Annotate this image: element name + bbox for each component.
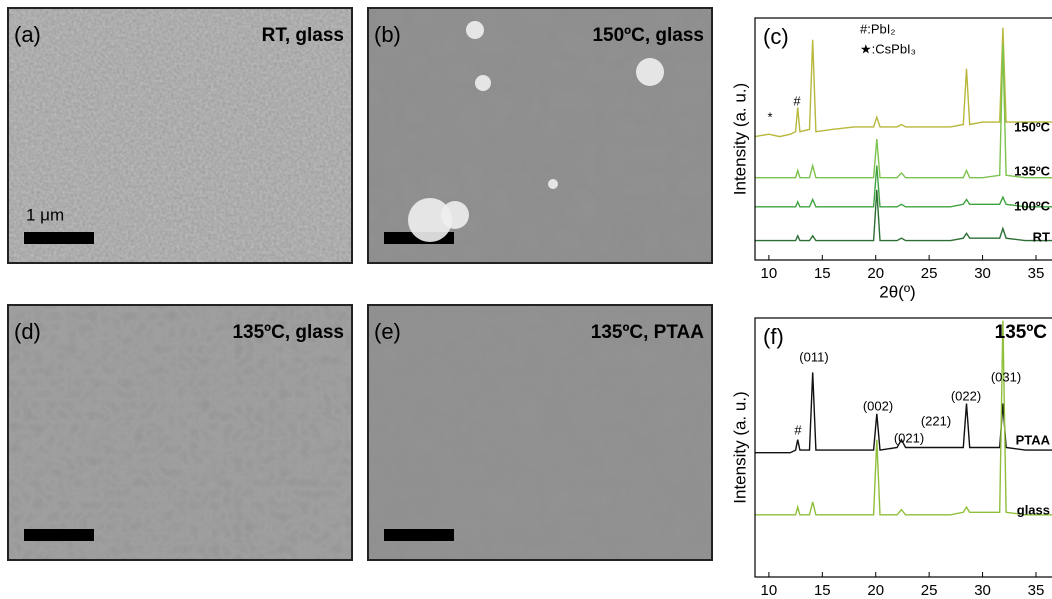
series-label: RT [1033,229,1050,244]
scale-label: 1 μm [26,205,64,224]
x-tick-label: 30 [974,582,991,599]
series-label: 135ºC [1014,163,1050,178]
annotation: #:PbI₂ [860,21,895,36]
x-tick-label: 35 [1028,265,1045,282]
xrd-pattern [755,190,1052,241]
annotation: (011) [799,349,828,364]
x-tick-label: 30 [974,265,991,282]
panel-caption: 135ºC, PTAA [591,322,705,343]
annotation: (021) [894,430,924,445]
particle [475,75,491,91]
x-axis-label: 2θ(º) [879,282,915,301]
y-axis-label: Intensity (a. u.) [730,83,749,195]
x-tick-label: 10 [761,265,778,282]
panel-label: (a) [14,22,41,47]
x-tick-label: 20 [867,582,884,599]
series-label: 150ºC [1014,119,1050,134]
panel-label: (c) [763,24,789,49]
x-tick-label: 20 [867,265,884,282]
panel-caption: RT, glass [262,25,344,46]
annotation: (002) [863,398,893,413]
sem-images: (a) RT, glass 1 μm (b) 150ºC, glass (d) 135ºC,… [8,8,712,560]
sem-texture [8,8,352,263]
x-tick-label: 15 [814,265,831,282]
x-tick-label: 15 [814,582,831,599]
xrd-charts: 10 15 20 25 30 35 2θ(º) Intensity (a. u.) 150ºC 1… [730,18,1052,599]
panel-label: (b) [374,22,401,47]
scale-bar [24,529,94,541]
panel-label: (d) [14,319,41,344]
scale-bar [24,232,94,244]
xrd-pattern [755,166,1052,207]
x-tick-label: 35 [1028,582,1045,599]
particle [636,58,664,86]
series-label: glass [1017,502,1050,517]
x-tick-label: 25 [921,582,938,599]
scale-bar [384,529,454,541]
annotation: 135ºC [995,322,1048,343]
y-axis-label: Intensity (a. u.) [730,391,749,503]
series-label: PTAA [1016,432,1051,447]
panel-caption: 150ºC, glass [592,25,704,46]
annotation: (221) [921,413,951,428]
annotation: * [767,109,772,124]
annotation: # [794,422,802,437]
annotation: # [793,93,801,108]
panel-caption: 135ºC, glass [232,322,344,343]
annotation: (031) [991,369,1021,384]
panel-label: (f) [763,324,784,349]
figure: (a) RT, glass 1 μm (b) 150ºC, glass (d) 135ºC,… [0,0,1052,599]
sem-texture [8,305,352,560]
particle [441,201,469,229]
particle [466,21,484,39]
x-tick-label: 10 [761,582,778,599]
particle [548,179,558,189]
annotation: (022) [951,388,981,403]
x-tick-label: 25 [921,265,938,282]
panel-label: (e) [374,319,401,344]
annotation: ★:CsPbI₃ [860,41,916,56]
xrd-pattern [755,45,1052,178]
series-label: 100ºC [1014,198,1050,213]
sem-texture [368,305,712,560]
